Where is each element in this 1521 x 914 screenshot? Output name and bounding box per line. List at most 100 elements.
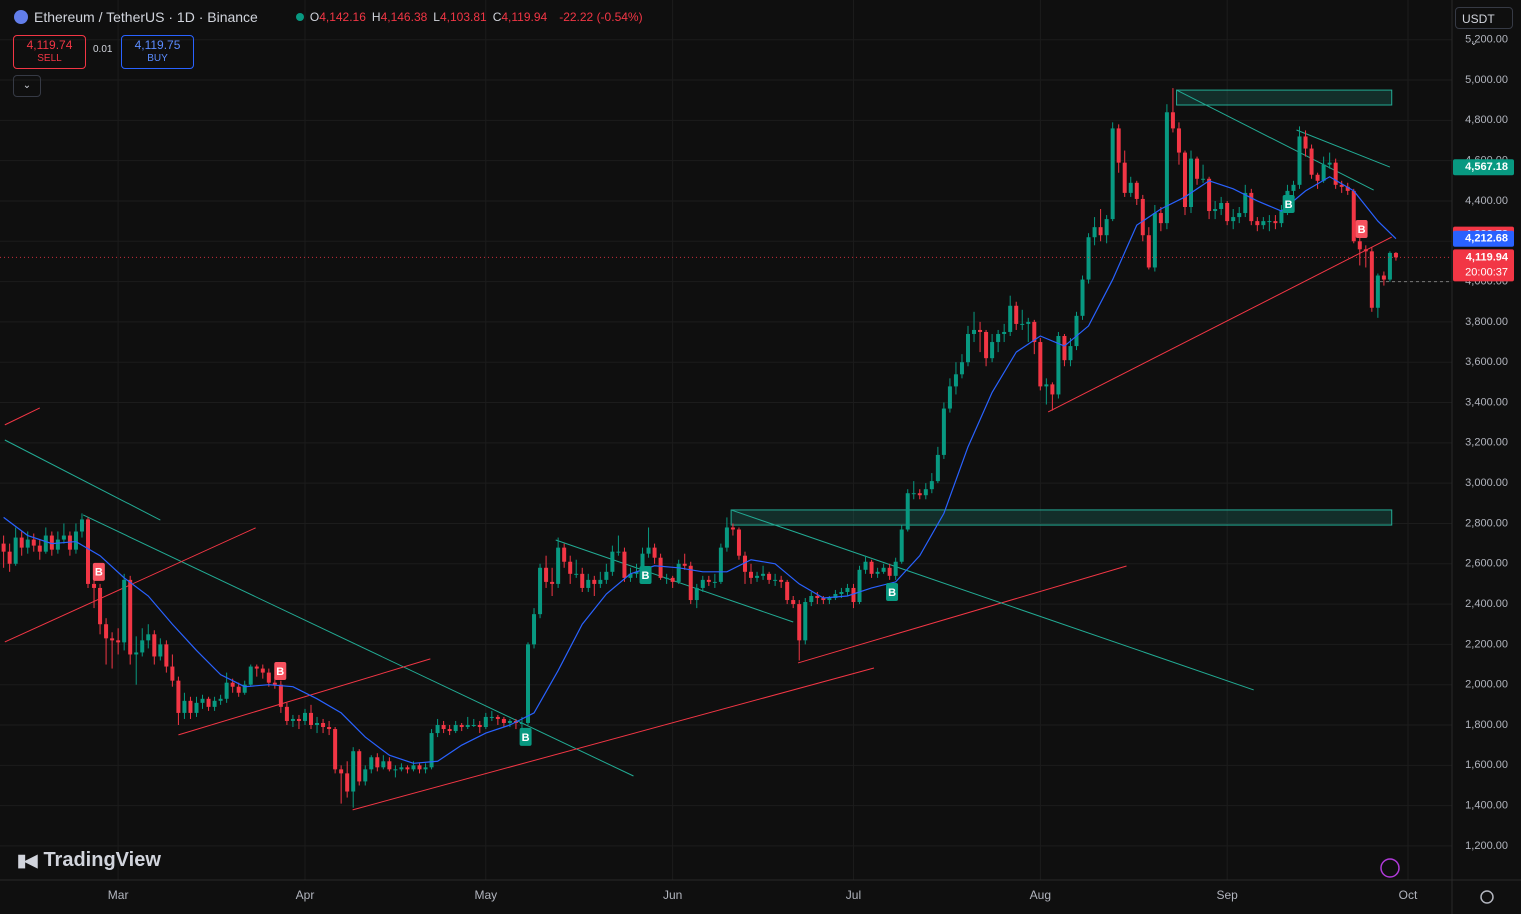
- candle-body: [996, 333, 1001, 343]
- candle-body: [1146, 235, 1151, 268]
- price-label: 4,212.68: [1465, 233, 1508, 245]
- candle-body: [532, 614, 537, 645]
- price-label-box: [1453, 159, 1514, 176]
- candle-body: [98, 587, 103, 625]
- candle-body: [598, 579, 603, 584]
- trend-line: [1047, 236, 1392, 413]
- candle-body: [79, 519, 84, 532]
- candle-body: [586, 579, 591, 588]
- candle-body: [369, 757, 374, 770]
- candle-body: [495, 716, 500, 719]
- ohlc: O4,142.16 H4,146.38 L4,103.81 C4,119.94: [310, 10, 553, 24]
- candle-body: [429, 733, 434, 768]
- trend-line: [4, 439, 161, 521]
- settings-icon: [1480, 890, 1494, 904]
- candle-body: [447, 729, 452, 732]
- candle-body: [550, 581, 555, 584]
- candle-body: [1291, 184, 1296, 191]
- candle-body: [821, 598, 826, 601]
- countdown: 20:00:37: [1465, 266, 1508, 278]
- candle-body: [164, 644, 169, 667]
- candle-body: [1201, 178, 1206, 180]
- signal-label: B: [1358, 224, 1366, 236]
- y-tick-label: 2,400.00: [1465, 598, 1508, 610]
- ohlc-key: H: [371, 10, 381, 24]
- ohlc-value: 4,146.38: [380, 10, 428, 24]
- brand-name: TradingView: [43, 849, 161, 871]
- x-tick-label: May: [474, 888, 497, 902]
- candle-body: [749, 571, 754, 578]
- symbol-icon: [14, 10, 28, 24]
- candle-body: [405, 767, 410, 770]
- candle-body: [1267, 221, 1272, 223]
- buy-button[interactable]: 4,119.75 BUY: [121, 35, 194, 69]
- candle-body: [399, 767, 404, 770]
- candle-body: [887, 567, 892, 576]
- candle-body: [670, 577, 675, 582]
- buy-price: 4,119.75: [134, 38, 181, 52]
- ohlc-value: 4,103.81: [439, 10, 487, 24]
- icon: [1380, 858, 1400, 878]
- signal-label: B: [888, 587, 896, 599]
- buy-label: BUY: [147, 53, 168, 64]
- y-tick-label: 4,800.00: [1465, 114, 1508, 126]
- candle-body: [1357, 241, 1362, 250]
- candle-body: [1020, 323, 1025, 325]
- candle-body: [1014, 305, 1019, 324]
- y-tick-label: 5,000.00: [1465, 74, 1508, 86]
- y-tick-label: 1,600.00: [1465, 759, 1508, 771]
- sell-button[interactable]: 4,119.74 SELL: [13, 35, 86, 69]
- y-tick-label: 3,000.00: [1465, 477, 1508, 489]
- candle-body: [742, 555, 747, 572]
- candle-body: [538, 567, 543, 615]
- candle-body: [1104, 219, 1109, 236]
- candle-body: [43, 535, 48, 552]
- y-tick-label: 1,400.00: [1465, 800, 1508, 812]
- candle-body: [1, 543, 6, 552]
- y-tick-label: 1,200.00: [1465, 840, 1508, 852]
- candle-body: [917, 493, 922, 496]
- candle-body: [489, 716, 494, 718]
- candle-body: [302, 712, 307, 721]
- candle-body: [984, 331, 989, 359]
- candle-body: [423, 767, 428, 770]
- trend-line: [4, 407, 40, 426]
- candle-body: [1375, 275, 1380, 308]
- candle-body: [1032, 321, 1037, 343]
- y-tick-label: 2,000.00: [1465, 679, 1508, 691]
- candle-body: [333, 729, 338, 770]
- candle-body: [791, 600, 796, 605]
- candle-body: [574, 573, 579, 575]
- candle-body: [441, 725, 446, 730]
- candle-body: [158, 644, 163, 657]
- candle-body: [899, 529, 904, 562]
- candle-body: [911, 493, 916, 495]
- candle-body: [966, 333, 970, 363]
- candle-body: [309, 712, 314, 726]
- candle-body: [327, 727, 332, 730]
- candle-body: [321, 722, 326, 728]
- candle-body: [284, 706, 289, 721]
- candle-body: [1231, 217, 1236, 222]
- candle-body: [736, 529, 741, 556]
- trend-line: [1176, 89, 1374, 191]
- signal-label: B: [276, 666, 284, 678]
- currency-select[interactable]: USDT ⌄: [1455, 7, 1513, 47]
- candle-body: [1321, 164, 1326, 181]
- candle-body: [1255, 221, 1260, 226]
- currency: USDT: [1462, 12, 1495, 26]
- candle-body: [622, 551, 627, 578]
- collapse-button[interactable]: ⌄: [13, 75, 41, 97]
- y-tick-label: 3,800.00: [1465, 316, 1508, 328]
- candle-body: [1387, 252, 1392, 280]
- candle-body: [387, 761, 392, 770]
- price-label-box: [1453, 249, 1514, 282]
- symbol[interactable]: Ethereum / TetherUS · 1D · Binance: [34, 9, 258, 25]
- price-label: 4,119.94: [1466, 251, 1509, 263]
- change: -22.22 (-0.54%): [559, 10, 643, 24]
- candle-body: [978, 329, 983, 332]
- brand-logo: ▮◀: [17, 850, 37, 870]
- x-tick-label: Jun: [663, 888, 682, 902]
- candle-body: [905, 493, 910, 530]
- ohlc-value: 4,142.16: [319, 10, 366, 24]
